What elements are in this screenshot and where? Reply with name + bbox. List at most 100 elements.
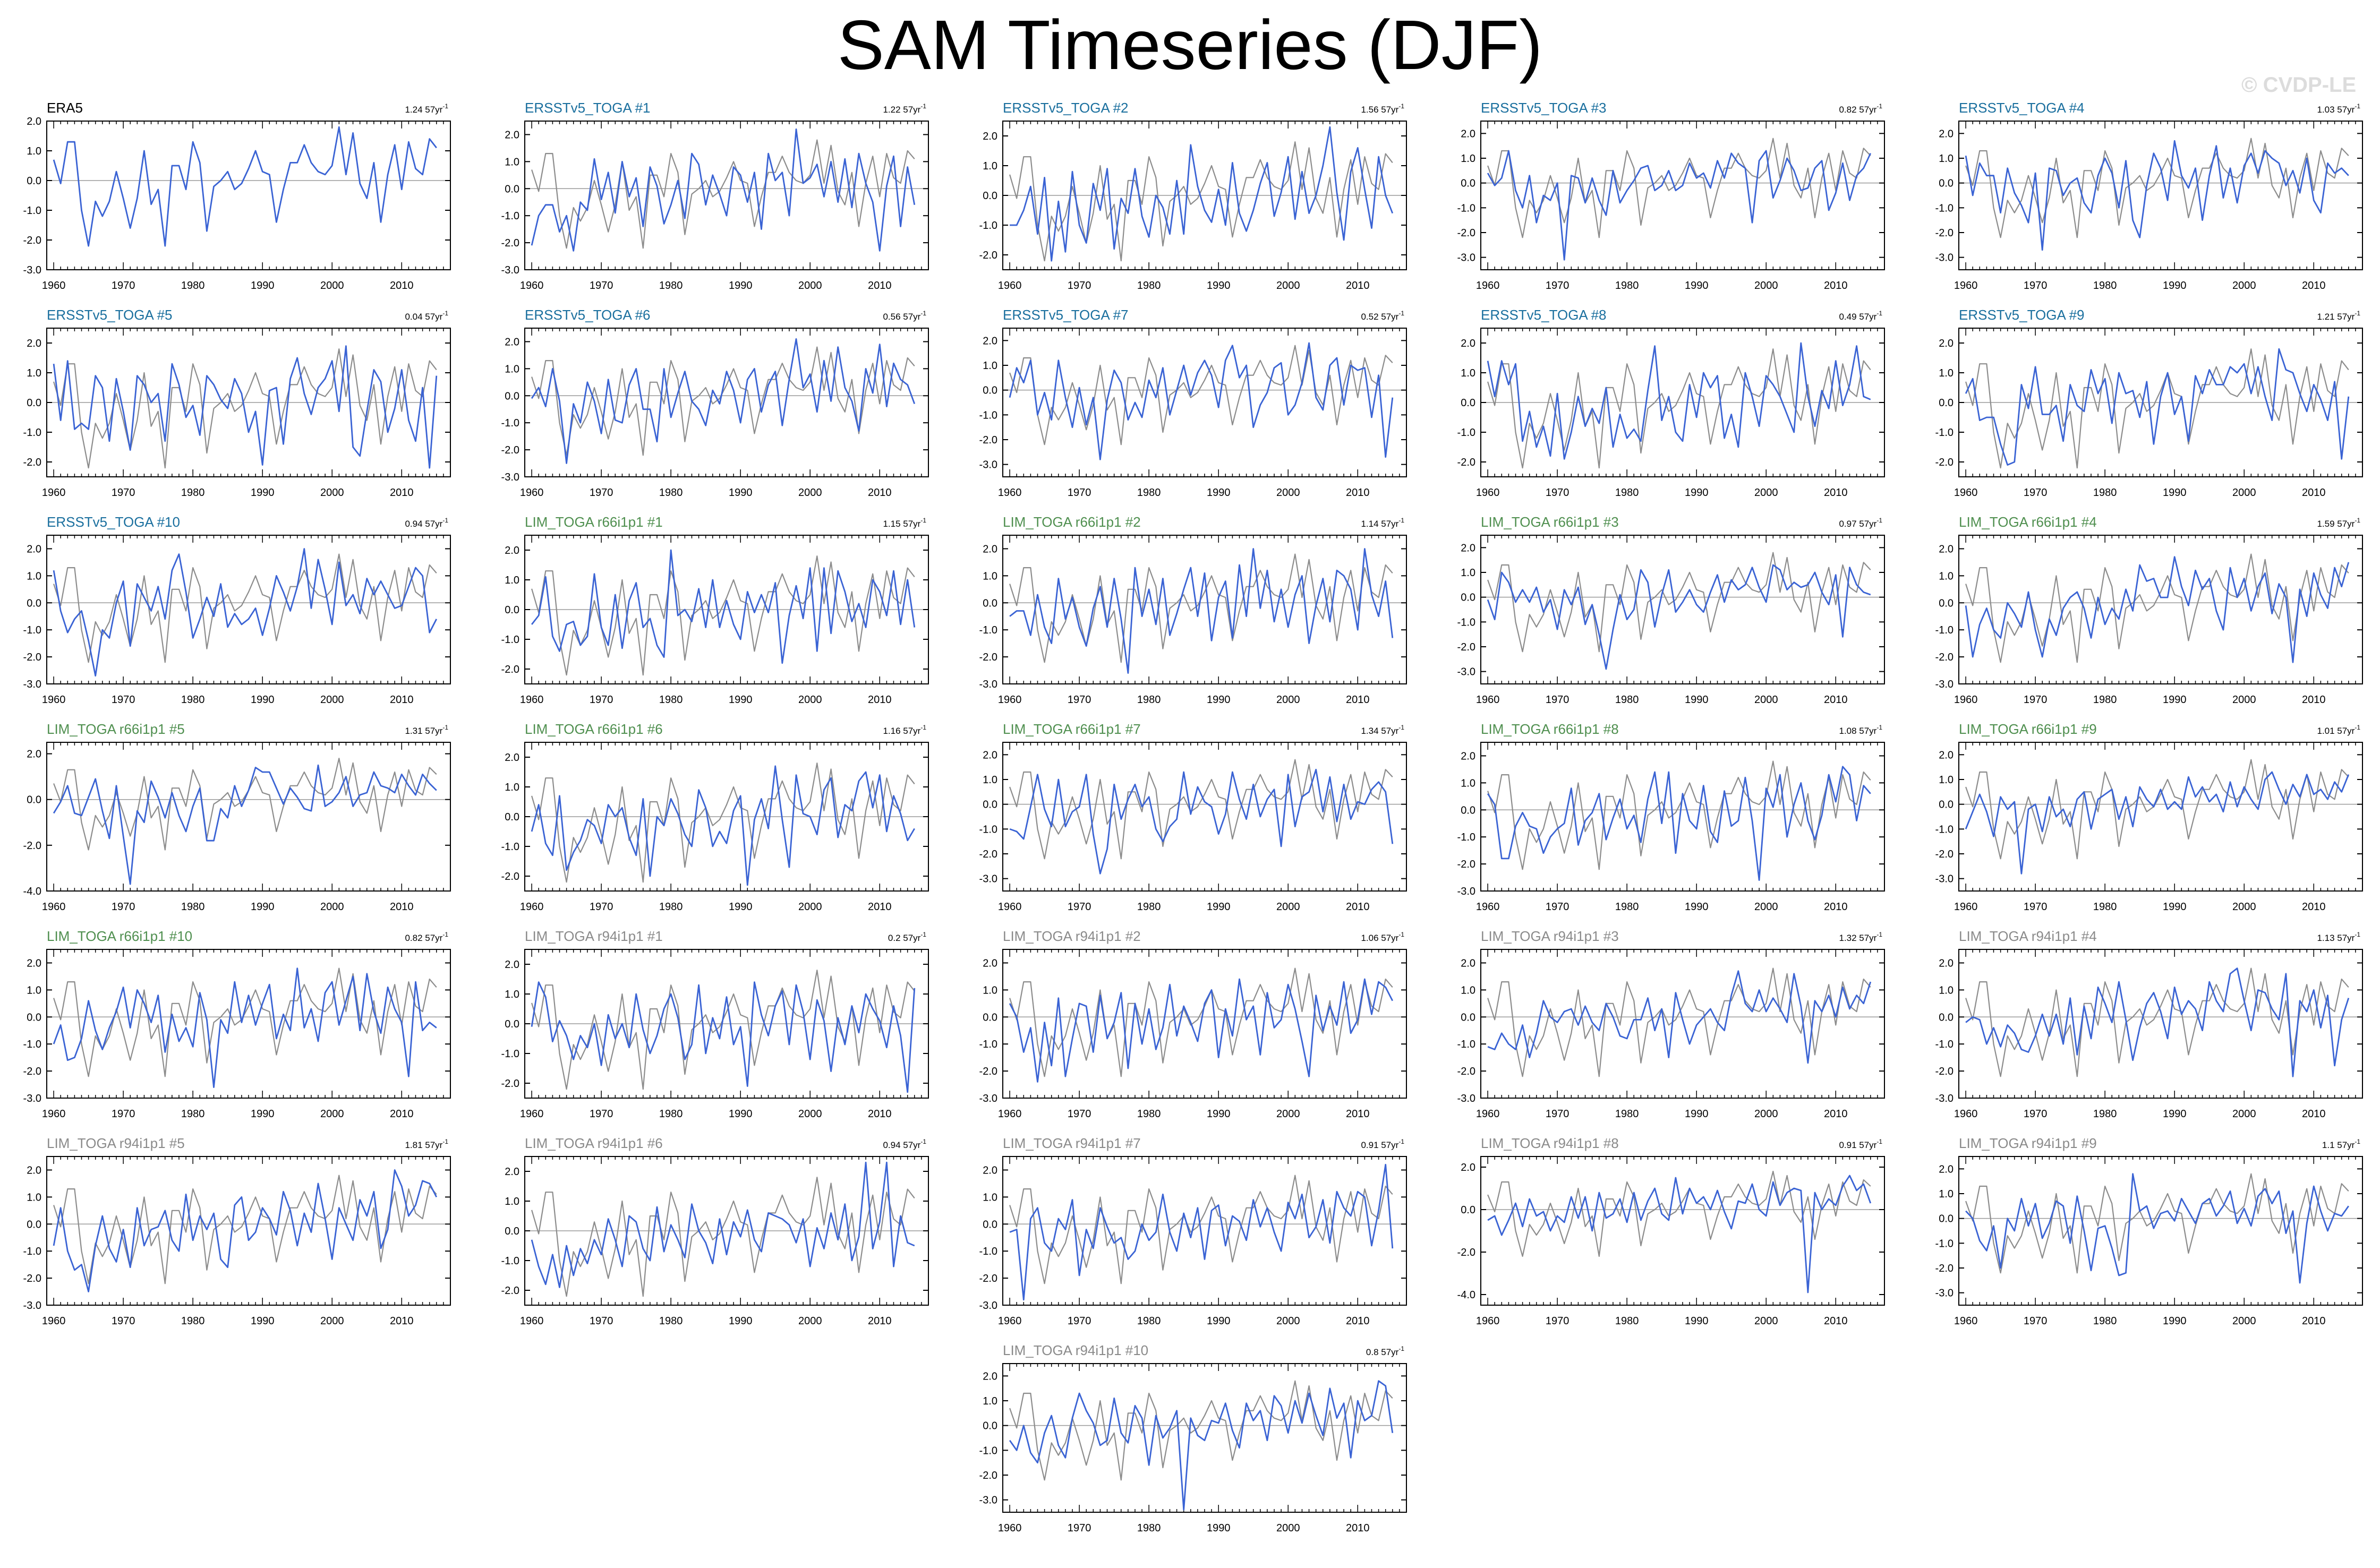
panel-27: LIM_TOGA r94i1p1 #6 0.94 57yr-1 2.0 1.0 0.0 -… [501, 1135, 929, 1327]
panel-5: ERSSTv5_TOGA #4 1.03 57yr-1 2.0 1.0 0.0 -1.0 -… [1935, 100, 2363, 292]
x-tick-label: 1990 [729, 901, 753, 913]
x-tick-label: 1980 [1615, 280, 1639, 292]
x-tick-label: 1970 [590, 694, 613, 706]
series-line-model [1965, 967, 2350, 1077]
series-line-model [1009, 1380, 1394, 1511]
x-tick-label: 1970 [1068, 280, 1091, 292]
x-tick-label: 2010 [1346, 487, 1370, 499]
series-line-observations [1487, 348, 1871, 469]
x-tick-label: 2000 [1754, 694, 1778, 706]
x-tick-label: 1990 [1685, 1315, 1709, 1327]
x-tick-label: 1970 [2024, 280, 2048, 292]
y-tick-label: -1.0 [501, 1255, 519, 1267]
y-tick-label: -2.0 [23, 652, 41, 663]
panel-29: LIM_TOGA r94i1p1 #8 0.91 57yr-1 2.0 0.0 -2.0… [1457, 1135, 1885, 1327]
series-line-model [531, 1161, 915, 1288]
y-tick-label: 1.0 [1939, 570, 1954, 582]
y-tick-label: 1.0 [27, 145, 41, 157]
x-tick-label: 1980 [659, 280, 683, 292]
x-tick-label: 2010 [868, 901, 892, 913]
x-tick-label: 1970 [590, 1315, 613, 1327]
y-tick-label: 1.0 [27, 367, 41, 379]
plot-frame [46, 1156, 451, 1306]
panel-11: ERSSTv5_TOGA #10 0.94 57yr-1 2.0 1.0 0.0 -1.0… [23, 514, 451, 706]
trend-label: 1.21 57yr-1 [2317, 310, 2360, 322]
panel-4: ERSSTv5_TOGA #3 0.82 57yr-1 2.0 1.0 0.0 -1.0 -… [1457, 100, 1885, 292]
y-tick-label: 2.0 [27, 749, 41, 760]
y-tick-label: -3.0 [23, 1300, 41, 1312]
y-tick-label: -1.0 [501, 417, 519, 429]
y-tick-label: 0.0 [1461, 397, 1475, 409]
y-tick-label: 0.0 [983, 385, 997, 397]
y-tick-label: 0.0 [505, 183, 519, 195]
panel-title: LIM_TOGA r66i1p1 #5 [47, 721, 185, 737]
y-tick-label: -3.0 [501, 264, 519, 276]
y-tick-label: 0.0 [1939, 1213, 1954, 1225]
y-tick-label: 1.0 [505, 989, 519, 1000]
panel-title: ERSSTv5_TOGA #5 [47, 307, 173, 323]
panel-title: ERSSTv5_TOGA #6 [525, 307, 651, 323]
x-tick-label: 1980 [181, 1315, 205, 1327]
x-tick-label: 1960 [42, 280, 66, 292]
y-tick-label: 0.0 [1461, 1204, 1475, 1216]
x-tick-label: 2000 [2232, 901, 2256, 913]
x-tick-label: 2000 [798, 1315, 822, 1327]
x-tick-label: 2000 [798, 1108, 822, 1120]
series-line-observations [1487, 760, 1871, 870]
y-tick-label: 2.0 [1939, 749, 1954, 761]
y-tick-label: 2.0 [1939, 1163, 1954, 1175]
panel-title: LIM_TOGA r66i1p1 #1 [525, 514, 663, 530]
x-tick-label: 1990 [1685, 1108, 1709, 1120]
y-tick-label: -2.0 [979, 1273, 997, 1284]
series-line-observations [53, 348, 437, 469]
panel-25: LIM_TOGA r94i1p1 #4 1.13 57yr-1 2.0 1.0 0.0 -… [1935, 928, 2363, 1120]
y-tick-label: 1.0 [983, 774, 997, 786]
x-tick-label: 2010 [1346, 1108, 1370, 1120]
x-tick-label: 2010 [1346, 280, 1370, 292]
series-line-observations [1965, 967, 2349, 1077]
y-tick-label: 1.0 [505, 575, 519, 586]
y-tick-label: 0.0 [27, 175, 41, 187]
x-tick-label: 2000 [1276, 487, 1300, 499]
y-tick-label: 2.0 [505, 752, 519, 764]
y-tick-label: 1.0 [27, 984, 41, 996]
x-tick-label: 2000 [798, 901, 822, 913]
y-tick-label: 0.0 [983, 1012, 997, 1023]
series-line-model [1487, 564, 1871, 670]
x-tick-label: 2010 [1346, 1522, 1370, 1534]
y-tick-label: 2.0 [983, 1164, 997, 1176]
y-tick-label: 1.0 [1939, 774, 1954, 786]
trend-label: 1.32 57yr-1 [1839, 931, 1882, 943]
series-line-observations [531, 346, 915, 456]
x-tick-label: 1980 [659, 694, 683, 706]
series-line-observations [1009, 141, 1393, 262]
panel-title: ERSSTv5_TOGA #9 [1959, 307, 2085, 323]
series-line-model [1487, 766, 1871, 881]
y-tick-label: -1.0 [979, 1039, 997, 1050]
panel-title: LIM_TOGA r94i1p1 #9 [1959, 1135, 2097, 1151]
y-tick-label: 1.0 [983, 1192, 997, 1203]
y-tick-label: -4.0 [23, 886, 41, 897]
x-tick-label: 1990 [1207, 1522, 1231, 1534]
y-tick-label: -1.0 [979, 1445, 997, 1456]
x-tick-label: 1970 [1068, 1108, 1091, 1120]
y-tick-label: -3.0 [1935, 1288, 1954, 1299]
trend-label: 0.49 57yr-1 [1839, 310, 1882, 322]
x-tick-label: 1990 [1685, 694, 1709, 706]
plot-frame [1002, 1156, 1407, 1306]
y-tick-label: -3.0 [1457, 886, 1475, 897]
x-tick-label: 2000 [1754, 487, 1778, 499]
x-tick-label: 2000 [798, 487, 822, 499]
x-tick-label: 1980 [2093, 280, 2117, 292]
x-tick-label: 1960 [520, 1108, 544, 1120]
trend-label: 0.94 57yr-1 [405, 517, 448, 529]
series-line-model [1965, 556, 2350, 663]
trend-label: 1.14 57yr-1 [1361, 517, 1404, 529]
panel-title: LIM_TOGA r66i1p1 #2 [1003, 514, 1141, 530]
trend-label: 1.15 57yr-1 [883, 517, 926, 529]
panel-title: ERA5 [47, 100, 83, 116]
x-tick-label: 1980 [659, 1315, 683, 1327]
series-line-observations [1009, 553, 1393, 663]
y-tick-label: 2.0 [1939, 543, 1954, 555]
y-tick-label: 0.0 [27, 1219, 41, 1230]
